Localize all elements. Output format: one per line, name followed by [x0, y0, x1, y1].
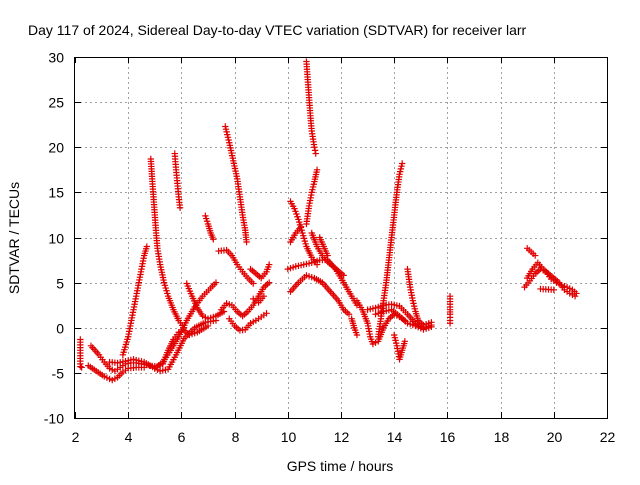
data-point — [398, 160, 406, 167]
data-point — [265, 261, 273, 268]
x-tick-label: 10 — [281, 429, 297, 445]
x-tick-label: 8 — [232, 429, 240, 445]
series-arc-7 — [171, 150, 184, 211]
series-arc-16 — [247, 261, 273, 282]
x-tick-label: 16 — [440, 429, 456, 445]
x-axis-label: GPS time / hours — [287, 458, 394, 474]
data-point — [265, 279, 273, 286]
data-point — [297, 223, 305, 230]
series-arc-36 — [524, 259, 579, 300]
x-tick-label: 14 — [387, 429, 403, 445]
x-tick-label: 4 — [125, 429, 133, 445]
y-tick-label: -10 — [44, 411, 64, 427]
series-arc-1 — [77, 336, 85, 371]
x-tick-label: 20 — [547, 429, 563, 445]
data-point — [428, 319, 435, 326]
data-point — [212, 279, 220, 286]
series-arc-17 — [250, 292, 268, 306]
y-tick-label: 25 — [48, 95, 64, 111]
data-point — [176, 204, 184, 211]
series-arc-12 — [222, 123, 250, 246]
data-point — [353, 331, 361, 339]
data-point — [531, 252, 539, 259]
data-point — [313, 166, 321, 174]
series-arc-13 — [215, 246, 257, 287]
series-arc-30 — [375, 160, 406, 340]
y-tick-label: -5 — [52, 366, 65, 382]
y-tick-label: 5 — [56, 276, 64, 292]
series-arc-29 — [372, 306, 435, 333]
series-arc-33 — [446, 292, 454, 327]
x-tick-label: 12 — [334, 429, 350, 445]
data-point — [345, 311, 353, 318]
series-arc-5 — [119, 243, 151, 359]
series-arc-21 — [287, 223, 305, 246]
x-tick-label: 22 — [600, 429, 616, 445]
data-point — [401, 338, 409, 345]
series-arc-31 — [391, 331, 409, 363]
series-arc-25 — [287, 272, 353, 318]
ticks-layer: 2 4 6 8 10 12 14 16 18 20 22 -10 -5 0 5 10 15 20 25 30 — [44, 50, 616, 446]
data-point — [263, 310, 270, 317]
series-arc-28 — [364, 301, 435, 331]
series-arc-20 — [287, 198, 321, 268]
data-points-layer — [77, 58, 580, 384]
series-arc-35 — [524, 245, 539, 259]
y-tick-label: 15 — [48, 185, 64, 201]
data-point — [243, 238, 250, 246]
series-arc-19 — [303, 166, 321, 228]
y-tick-label: 20 — [48, 140, 64, 156]
series-arc-6 — [147, 155, 188, 331]
data-point — [312, 150, 319, 157]
data-point — [260, 292, 268, 300]
series-arc-9 — [159, 322, 212, 368]
x-tick-label: 6 — [178, 429, 186, 445]
series-arc-15 — [226, 310, 270, 334]
data-point — [77, 363, 84, 370]
series-arc-3 — [85, 362, 148, 384]
y-axis-label: SDTVAR / TECUs — [6, 182, 22, 294]
y-tick-label: 0 — [56, 321, 64, 337]
series-arc-4 — [106, 317, 220, 375]
data-point — [311, 144, 318, 151]
x-tick-label: 18 — [494, 429, 510, 445]
series-arc-26 — [348, 315, 361, 339]
series-arc-32 — [404, 265, 435, 329]
grid-layer — [75, 57, 607, 418]
data-point — [143, 243, 151, 250]
y-tick-label: 30 — [48, 50, 64, 66]
x-tick-label: 2 — [72, 429, 80, 445]
data-point — [204, 322, 212, 330]
data-point — [446, 320, 454, 327]
data-point — [250, 280, 257, 287]
y-tick-label: 10 — [48, 231, 64, 247]
data-point — [571, 292, 579, 300]
data-point — [550, 286, 557, 294]
data-point — [311, 147, 319, 154]
chart-title: Day 117 of 2024, Sidereal Day-to-day VTE… — [28, 22, 527, 38]
data-point — [78, 364, 85, 371]
series-arc-10 — [183, 280, 228, 322]
series-arc-37 — [537, 285, 557, 294]
series-arc-11 — [202, 212, 217, 243]
data-point — [140, 364, 148, 371]
data-point — [210, 236, 217, 243]
series-arc-18 — [303, 58, 319, 157]
